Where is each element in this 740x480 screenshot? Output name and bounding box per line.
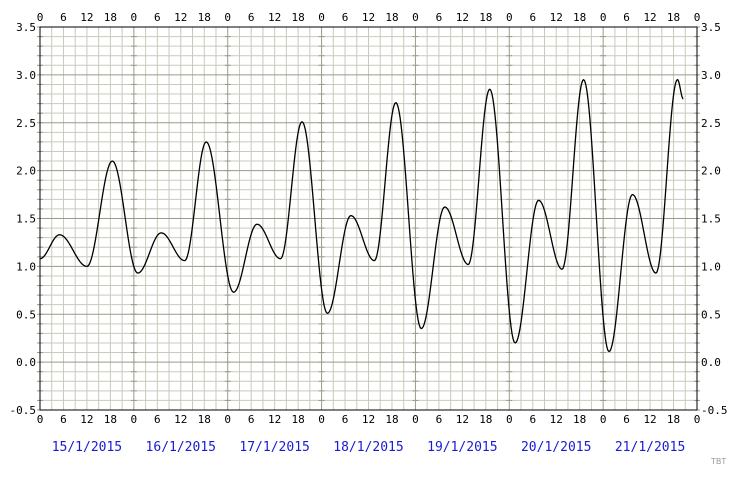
y-tick-label-left: 1.5 [16, 213, 36, 226]
y-tick-label-right: 3.0 [701, 69, 721, 82]
x-tick-label-top: 0 [224, 11, 231, 24]
y-tick-label-left: 3.0 [16, 69, 36, 82]
x-tick-label-bottom: 18 [104, 413, 117, 426]
x-tick-label-top: 12 [80, 11, 93, 24]
plot-frame [39, 26, 698, 411]
x-tick-label-top: 0 [506, 11, 513, 24]
chart-grid [39, 26, 698, 411]
date-label: 19/1/2015 [427, 440, 497, 455]
x-tick-label-top: 0 [600, 11, 607, 24]
x-tick-label-bottom: 18 [479, 413, 492, 426]
x-tick-label-top: 6 [342, 11, 349, 24]
x-tick-label-bottom: 0 [694, 413, 701, 426]
x-tick-label-bottom: 6 [154, 413, 161, 426]
x-tick-label-bottom: 18 [573, 413, 586, 426]
y-axis-right-labels: 3.5 3.0 2.5 2.0 1.5 1.0 0.5 0.0 -0.5 [701, 21, 728, 417]
tide-series [39, 79, 684, 353]
x-tick-label-top: 12 [362, 11, 375, 24]
x-tick-label-bottom: 18 [198, 413, 211, 426]
date-label: 16/1/2015 [146, 440, 216, 455]
x-tick-label-top: 12 [268, 11, 281, 24]
x-tick-label-top: 0 [131, 11, 138, 24]
x-tick-label-bottom: 6 [436, 413, 443, 426]
y-tick-label-left: 1.0 [16, 260, 36, 273]
tide-line [39, 79, 684, 353]
date-label: 17/1/2015 [239, 440, 309, 455]
y-tick-label-right: 3.5 [701, 21, 721, 34]
x-tick-label-bottom: 12 [362, 413, 375, 426]
x-tick-label-bottom: 12 [456, 413, 469, 426]
x-tick-label-bottom: 18 [291, 413, 304, 426]
x-tick-label-top: 18 [479, 11, 492, 24]
y-tick-label-left: 0.0 [16, 356, 36, 369]
x-tick-label-bottom: 18 [385, 413, 398, 426]
x-tick-label-bottom: 0 [506, 413, 513, 426]
x-tick-label-top: 6 [623, 11, 630, 24]
x-tick-label-top: 12 [174, 11, 187, 24]
x-tick-label-bottom: 0 [224, 413, 231, 426]
x-tick-label-bottom: 6 [342, 413, 349, 426]
date-labels: 15/1/2015 16/1/2015 17/1/2015 18/1/2015 19/1… [52, 440, 686, 455]
x-tick-label-bottom: 0 [318, 413, 325, 426]
x-tick-label-top: 12 [550, 11, 563, 24]
x-tick-label-bottom: 18 [667, 413, 680, 426]
x-tick-label-bottom: 6 [529, 413, 536, 426]
x-tick-label-top: 0 [37, 11, 44, 24]
x-tick-label-bottom: 12 [174, 413, 187, 426]
x-tick-label-bottom: 6 [60, 413, 67, 426]
x-tick-label-top: 18 [104, 11, 117, 24]
x-tick-label-bottom: 12 [268, 413, 281, 426]
y-tick-label-right: 2.0 [701, 165, 721, 178]
y-axis-left-labels: 3.5 3.0 2.5 2.0 1.5 1.0 0.5 0.0 -0.5 [10, 21, 37, 417]
y-tick-label-left: 2.5 [16, 117, 36, 130]
x-axis-top-labels: 0 6 12 18 0 6 12 18 0 6 12 18 0 6 12 18 0 6 12 18 0 6 12 18 0 6 12… [37, 11, 701, 24]
x-tick-label-bottom: 0 [412, 413, 419, 426]
x-tick-label-top: 6 [154, 11, 161, 24]
x-tick-label-bottom: 0 [37, 413, 44, 426]
y-tick-label-right: 0.5 [701, 308, 721, 321]
y-tick-label-right: 2.5 [701, 117, 721, 130]
tick-marks [37, 26, 700, 411]
y-tick-label-right: 0.0 [701, 356, 721, 369]
y-tick-label-right: 1.5 [701, 213, 721, 226]
x-tick-label-top: 6 [248, 11, 255, 24]
date-label: 15/1/2015 [52, 440, 122, 455]
x-tick-label-bottom: 0 [600, 413, 607, 426]
x-axis-bottom-labels: 0 6 12 18 0 6 12 18 0 6 12 18 0 6 12 18 0 6 12 18 0 6 12 18 0 6 12… [37, 413, 701, 426]
y-tick-label-right: -0.5 [701, 404, 728, 417]
x-tick-label-top: 12 [643, 11, 656, 24]
x-tick-label-top: 18 [198, 11, 211, 24]
x-tick-label-bottom: 12 [80, 413, 93, 426]
x-tick-label-bottom: 6 [623, 413, 630, 426]
x-tick-label-top: 6 [436, 11, 443, 24]
x-tick-label-top: 18 [291, 11, 304, 24]
x-tick-label-top: 6 [529, 11, 536, 24]
x-tick-label-top: 0 [412, 11, 419, 24]
y-tick-label-left: -0.5 [10, 404, 37, 417]
y-tick-label-left: 0.5 [16, 308, 36, 321]
x-tick-label-top: 12 [456, 11, 469, 24]
x-tick-label-bottom: 0 [131, 413, 138, 426]
y-tick-label-left: 2.0 [16, 165, 36, 178]
x-tick-label-top: 18 [573, 11, 586, 24]
date-label: 20/1/2015 [521, 440, 591, 455]
x-tick-label-top: 18 [667, 11, 680, 24]
x-tick-label-top: 6 [60, 11, 67, 24]
x-tick-label-top: 0 [318, 11, 325, 24]
watermark-text: TBT [710, 457, 726, 466]
date-label: 21/1/2015 [615, 440, 685, 455]
x-tick-label-top: 0 [694, 11, 701, 24]
x-tick-label-top: 18 [385, 11, 398, 24]
x-tick-label-bottom: 12 [643, 413, 656, 426]
date-label: 18/1/2015 [333, 440, 403, 455]
y-tick-label-right: 1.0 [701, 260, 721, 273]
y-tick-label-left: 3.5 [16, 21, 36, 34]
x-tick-label-bottom: 12 [550, 413, 563, 426]
x-tick-label-bottom: 6 [248, 413, 255, 426]
